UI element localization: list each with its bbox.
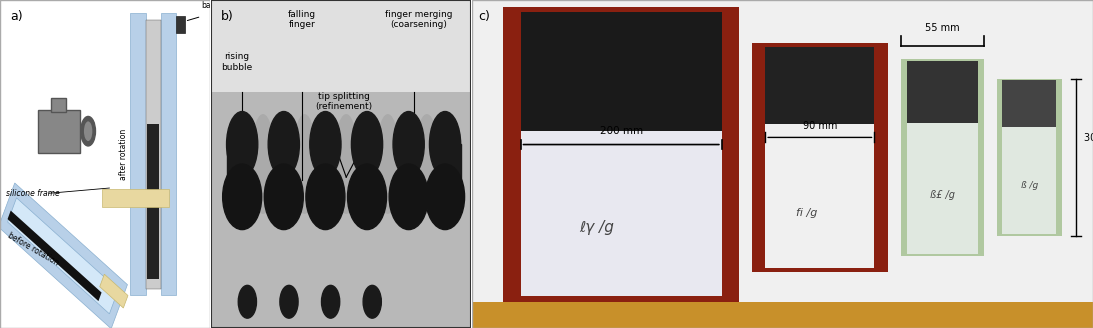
Ellipse shape: [389, 164, 428, 230]
Ellipse shape: [321, 285, 340, 318]
Bar: [520, 12, 721, 296]
Text: falling
finger: falling finger: [287, 10, 316, 29]
Ellipse shape: [268, 112, 299, 177]
Bar: [211, 92, 471, 328]
Text: after rotation: after rotation: [119, 129, 128, 180]
Bar: [130, 13, 145, 295]
Bar: [226, 144, 258, 197]
Text: silicone frame: silicone frame: [7, 189, 60, 198]
Text: 55 mm: 55 mm: [925, 23, 960, 33]
Bar: [145, 20, 161, 289]
Ellipse shape: [251, 115, 274, 213]
Bar: [765, 47, 874, 124]
Text: ß£ /g: ß£ /g: [930, 190, 955, 200]
Ellipse shape: [265, 164, 303, 230]
Bar: [765, 47, 874, 268]
Ellipse shape: [334, 115, 357, 213]
Ellipse shape: [280, 285, 298, 318]
Bar: [352, 144, 383, 197]
Bar: [997, 79, 1062, 236]
Ellipse shape: [226, 112, 258, 177]
Ellipse shape: [223, 164, 261, 230]
Ellipse shape: [430, 112, 460, 177]
Bar: [1002, 80, 1056, 127]
Ellipse shape: [415, 115, 438, 213]
Text: 30 mm: 30 mm: [1083, 133, 1093, 143]
Bar: [1002, 80, 1056, 235]
Text: c): c): [479, 10, 491, 23]
Text: tip splitting
(refinement): tip splitting (refinement): [315, 92, 373, 111]
Text: a): a): [11, 10, 23, 23]
Polygon shape: [8, 198, 118, 314]
Ellipse shape: [238, 285, 257, 318]
Bar: [268, 144, 299, 197]
Ellipse shape: [348, 164, 387, 230]
Text: 200 mm: 200 mm: [600, 126, 643, 136]
Text: stopping
bar: stopping bar: [201, 0, 235, 10]
Ellipse shape: [425, 164, 465, 230]
Bar: [38, 110, 80, 153]
Ellipse shape: [309, 112, 341, 177]
Bar: [393, 144, 424, 197]
Bar: [503, 7, 739, 302]
Bar: [161, 13, 176, 295]
Polygon shape: [8, 211, 102, 301]
Ellipse shape: [84, 121, 92, 141]
Text: finger merging
(coarsening): finger merging (coarsening): [386, 10, 453, 29]
Ellipse shape: [376, 115, 400, 213]
Bar: [907, 61, 978, 123]
Bar: [472, 302, 1093, 328]
Bar: [907, 61, 978, 254]
Ellipse shape: [393, 112, 424, 177]
Bar: [146, 124, 160, 279]
Text: b): b): [222, 10, 234, 23]
Text: fi /g: fi /g: [796, 208, 818, 218]
Bar: [520, 12, 721, 132]
Text: ß /g: ß /g: [1021, 181, 1038, 191]
Bar: [102, 190, 169, 208]
Bar: [51, 98, 66, 112]
Ellipse shape: [81, 116, 95, 146]
Bar: [309, 144, 341, 197]
Bar: [176, 16, 185, 33]
Bar: [901, 59, 985, 256]
Ellipse shape: [363, 285, 381, 318]
Polygon shape: [99, 274, 128, 308]
Text: before rotation: before rotation: [7, 231, 61, 268]
Ellipse shape: [293, 115, 316, 213]
Polygon shape: [0, 183, 128, 328]
Text: rising
bubble: rising bubble: [222, 52, 252, 72]
Text: ℓγ /g: ℓγ /g: [579, 219, 614, 235]
Bar: [211, 0, 471, 92]
Bar: [752, 43, 889, 272]
Text: 90 mm: 90 mm: [802, 121, 837, 131]
Ellipse shape: [306, 164, 345, 230]
Bar: [430, 144, 460, 197]
Ellipse shape: [352, 112, 383, 177]
